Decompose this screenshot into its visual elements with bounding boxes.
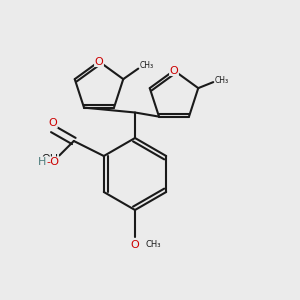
Text: O: O	[169, 65, 178, 76]
Text: -O: -O	[46, 157, 59, 167]
Text: OH: OH	[41, 154, 58, 164]
Text: H: H	[38, 157, 46, 167]
Text: O: O	[130, 239, 140, 250]
Text: CH₃: CH₃	[215, 76, 229, 85]
Text: CH₃: CH₃	[140, 61, 154, 70]
Text: O: O	[94, 56, 103, 67]
Text: CH₃: CH₃	[146, 240, 161, 249]
Text: O: O	[48, 118, 57, 128]
